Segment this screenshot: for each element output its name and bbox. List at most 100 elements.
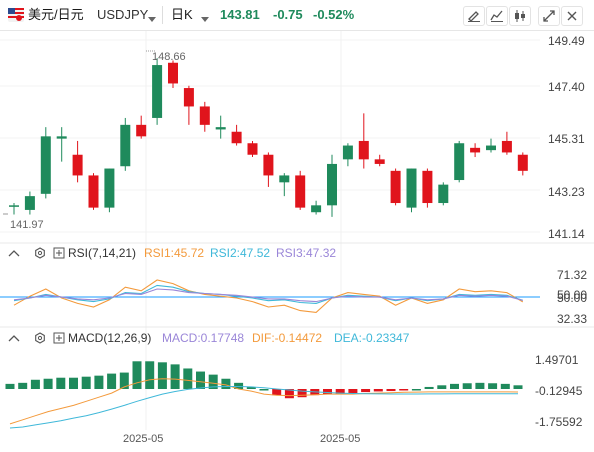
rsi-line-rsi3 xyxy=(13,288,523,303)
candle-body xyxy=(374,159,385,164)
candle-body xyxy=(358,140,369,160)
price-tick: 141.14 xyxy=(548,227,585,241)
rsi3-value: RSI3:47.32 xyxy=(276,246,336,260)
candle-body xyxy=(24,196,35,210)
candle-body xyxy=(231,131,242,144)
main-panel: 148.66 141.97 149.49 147.40 145.31 143.2… xyxy=(3,34,585,241)
candle-settings-button[interactable] xyxy=(509,6,531,26)
dea-line xyxy=(9,386,518,429)
period-selector[interactable]: 日K xyxy=(171,7,193,22)
candle-body xyxy=(168,62,178,84)
grid-lines xyxy=(0,31,540,430)
candle-body xyxy=(295,175,306,208)
price-tick: 145.31 xyxy=(548,132,585,146)
candle-body xyxy=(215,127,226,130)
candle-body xyxy=(438,184,449,204)
rsi-title: RSI(7,14,21) xyxy=(68,246,136,260)
macd-bar xyxy=(183,368,193,389)
rsi-tick: 50.00 xyxy=(557,288,587,302)
macd-bar xyxy=(132,361,142,389)
macd-bar xyxy=(196,371,205,389)
price-change-percent: -0.52% xyxy=(313,7,355,22)
drawing-icon xyxy=(468,11,480,22)
price-tick: 143.23 xyxy=(548,185,585,199)
macd-bar xyxy=(246,386,256,389)
rsi-panel: RSI(7,14,21) RSI1:45.72 RSI2:47.52 RSI3:… xyxy=(0,242,594,326)
drawing-tool-button[interactable] xyxy=(463,6,485,26)
rsi1-value: RSI1:45.72 xyxy=(144,246,204,260)
macd-bar xyxy=(361,389,371,393)
candle-body xyxy=(183,88,194,107)
macd-bar xyxy=(170,364,180,389)
candle-body xyxy=(104,168,115,208)
candle-body xyxy=(56,136,67,139)
chart-area[interactable]: 148.66 141.97 149.49 147.40 145.31 143.2… xyxy=(0,31,594,452)
rsi-tick: 71.32 xyxy=(557,268,587,282)
candle-body xyxy=(152,65,163,118)
macd-bar xyxy=(513,385,523,389)
candle-body xyxy=(247,143,258,155)
candle-body xyxy=(406,168,417,208)
macd-bar xyxy=(221,378,231,389)
candle-body xyxy=(517,154,528,171)
macd-bar xyxy=(30,379,40,389)
rsi-line-rsi1 xyxy=(13,279,524,313)
rsi2-value: RSI2:47.52 xyxy=(210,246,270,260)
macd-value: MACD:0.17748 xyxy=(162,331,244,345)
symbol-name-cn[interactable]: 美元/日元 xyxy=(28,7,84,22)
rsi-plus-square-icon[interactable] xyxy=(53,247,65,259)
dif-line xyxy=(9,378,519,425)
macd-bar xyxy=(323,389,332,395)
macd-bar xyxy=(399,389,409,391)
candle-body xyxy=(199,106,210,125)
high-price-label: 148.66 xyxy=(152,51,186,63)
macd-axis: 1.49701 -0.12945 -1.75592 xyxy=(535,353,583,429)
macd-gear-icon[interactable] xyxy=(35,332,45,344)
macd-tick: -1.75592 xyxy=(535,415,583,429)
symbol-dropdown-icon[interactable] xyxy=(148,11,156,27)
macd-bar xyxy=(488,383,498,389)
expand-button[interactable] xyxy=(538,6,560,26)
macd-bar xyxy=(145,361,155,389)
candle-body xyxy=(279,175,290,183)
macd-bar xyxy=(43,378,53,389)
macd-bar xyxy=(119,372,129,389)
expand-icon xyxy=(543,10,555,22)
macd-bar xyxy=(69,377,78,389)
price-change: -0.75 xyxy=(273,7,303,22)
candle-body xyxy=(327,163,337,206)
candle-body xyxy=(501,140,512,153)
macd-plus-square-icon[interactable] xyxy=(53,332,65,344)
symbol-code[interactable]: USDJPY xyxy=(97,7,149,22)
candle-body xyxy=(454,143,465,181)
indicator-icon xyxy=(490,10,503,22)
indicator-button[interactable] xyxy=(486,6,508,26)
rsi-gear-icon[interactable] xyxy=(35,247,45,259)
macd-bar xyxy=(450,383,459,389)
macd-bar xyxy=(335,389,345,395)
rsi-lines xyxy=(13,279,524,313)
macd-bar xyxy=(272,389,282,396)
candlestick-series xyxy=(9,58,528,217)
candle-body xyxy=(342,145,353,160)
macd-bar xyxy=(386,389,396,392)
candle-body xyxy=(40,136,51,194)
close-button[interactable] xyxy=(561,6,583,26)
macd-collapse-icon[interactable] xyxy=(8,335,20,342)
candle-body xyxy=(9,205,19,207)
macd-bar xyxy=(284,389,294,399)
macd-bar xyxy=(297,389,307,398)
macd-bar xyxy=(424,386,434,389)
close-icon xyxy=(567,11,577,21)
chart-header: 美元/日元 USDJPY 日K 143.81 -0.75 -0.52% xyxy=(0,0,594,31)
rsi-collapse-icon[interactable] xyxy=(8,250,20,257)
candle-body xyxy=(263,154,274,176)
time-axis: 2025-05 2025-05 xyxy=(123,433,360,445)
candle-body xyxy=(470,147,481,153)
period-dropdown-icon[interactable] xyxy=(201,11,209,27)
macd-bar xyxy=(157,362,167,389)
time-tick: 2025-05 xyxy=(320,433,360,445)
candle-body xyxy=(422,170,433,204)
header-divider xyxy=(162,6,163,24)
